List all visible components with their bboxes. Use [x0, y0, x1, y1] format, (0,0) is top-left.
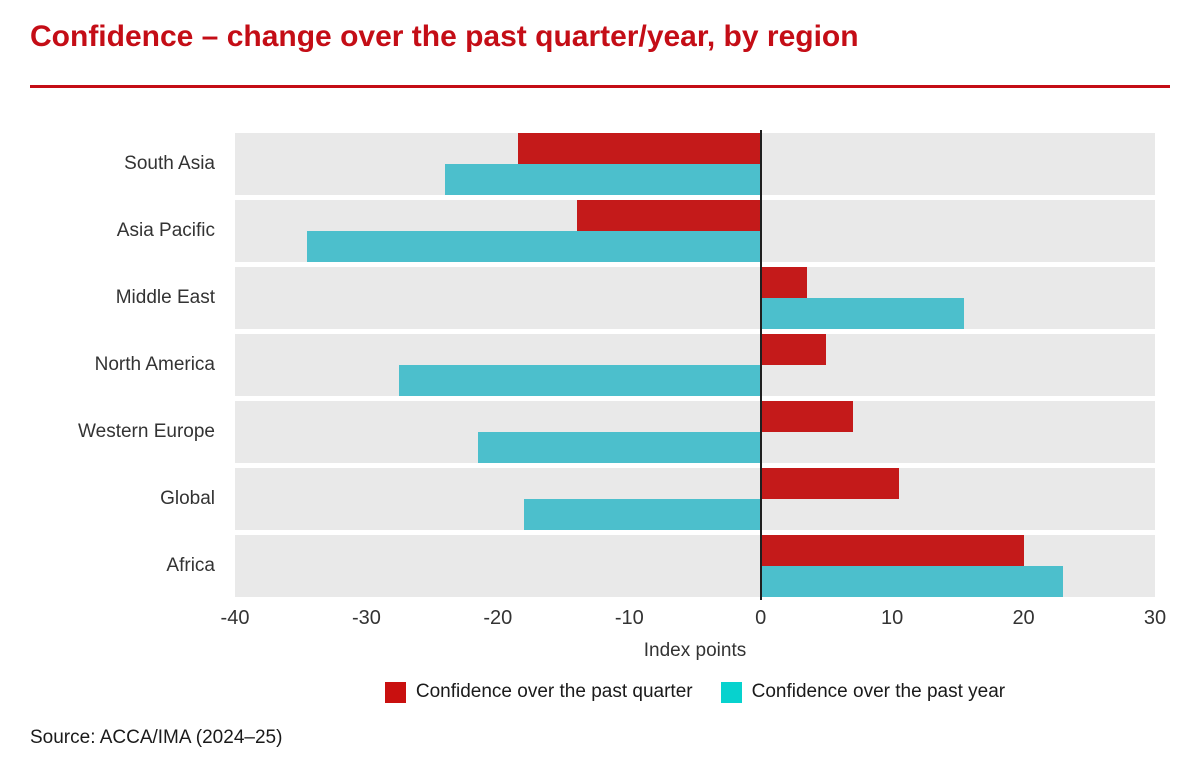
bar-quarter: [517, 133, 761, 164]
x-axis-tick-label: -20: [483, 607, 513, 629]
category-labels: South Asia Asia Pacific Middle East North A…: [0, 133, 215, 602]
bar-year: [307, 231, 761, 262]
x-axis-tick-label: -30: [351, 607, 381, 629]
x-axis-tick-label: 30: [1143, 607, 1167, 629]
bar-quarter: [760, 535, 1024, 566]
bar-quarter: [760, 334, 827, 365]
x-axis-tick-label: -10: [614, 607, 644, 629]
category-label: South Asia: [124, 153, 215, 174]
bar-year: [760, 298, 965, 329]
zero-baseline: [759, 130, 762, 600]
category-label: North America: [94, 354, 215, 375]
legend-label-year: Confidence over the past year: [751, 681, 1006, 702]
chart-row: [235, 535, 1155, 597]
source-note: Source: ACCA/IMA (2024–25): [30, 727, 283, 748]
chart-title: Confidence – change over the past quarte…: [30, 20, 859, 53]
bar-year: [760, 566, 1063, 597]
bar-year: [399, 365, 761, 396]
x-axis-tick-label: -40: [220, 607, 250, 629]
bar-quarter: [576, 200, 761, 231]
chart-row: [235, 334, 1155, 396]
title-divider-rule: [30, 85, 1170, 88]
legend-swatch-year-icon: [720, 681, 742, 703]
x-axis: -40 -30 -20 -10 0 10 20 30: [221, 607, 1167, 633]
plot-area: [235, 130, 1155, 600]
legend-item-year: Confidence over the past year: [720, 681, 1006, 703]
legend-swatch-quarter-icon: [384, 681, 406, 703]
legend-label-quarter: Confidence over the past quarter: [415, 681, 693, 702]
legend-item-quarter: Confidence over the past quarter: [384, 681, 693, 703]
bar-year: [478, 432, 761, 463]
x-axis-tick-label: 20: [1012, 607, 1035, 629]
category-label: Asia Pacific: [116, 220, 215, 241]
bar-quarter: [760, 468, 899, 499]
x-axis-title: Index points: [643, 640, 747, 661]
category-label: Western Europe: [78, 421, 215, 442]
bar-quarter: [760, 267, 807, 298]
chart-row: [235, 133, 1155, 195]
bar-year: [445, 164, 761, 195]
chart-row: [235, 200, 1155, 262]
category-label: Middle East: [115, 287, 215, 308]
chart-row: [235, 267, 1155, 329]
bar-year: [524, 499, 761, 530]
chart-row: [235, 468, 1155, 530]
category-label: Global: [160, 488, 215, 509]
x-axis-tick-label: 10: [881, 607, 904, 629]
legend: Confidence over the past quarter Confide…: [235, 681, 1155, 703]
category-label: Africa: [166, 555, 215, 576]
x-axis-tick-label: 0: [755, 607, 767, 629]
bar-quarter: [760, 401, 853, 432]
chart-row: [235, 401, 1155, 463]
